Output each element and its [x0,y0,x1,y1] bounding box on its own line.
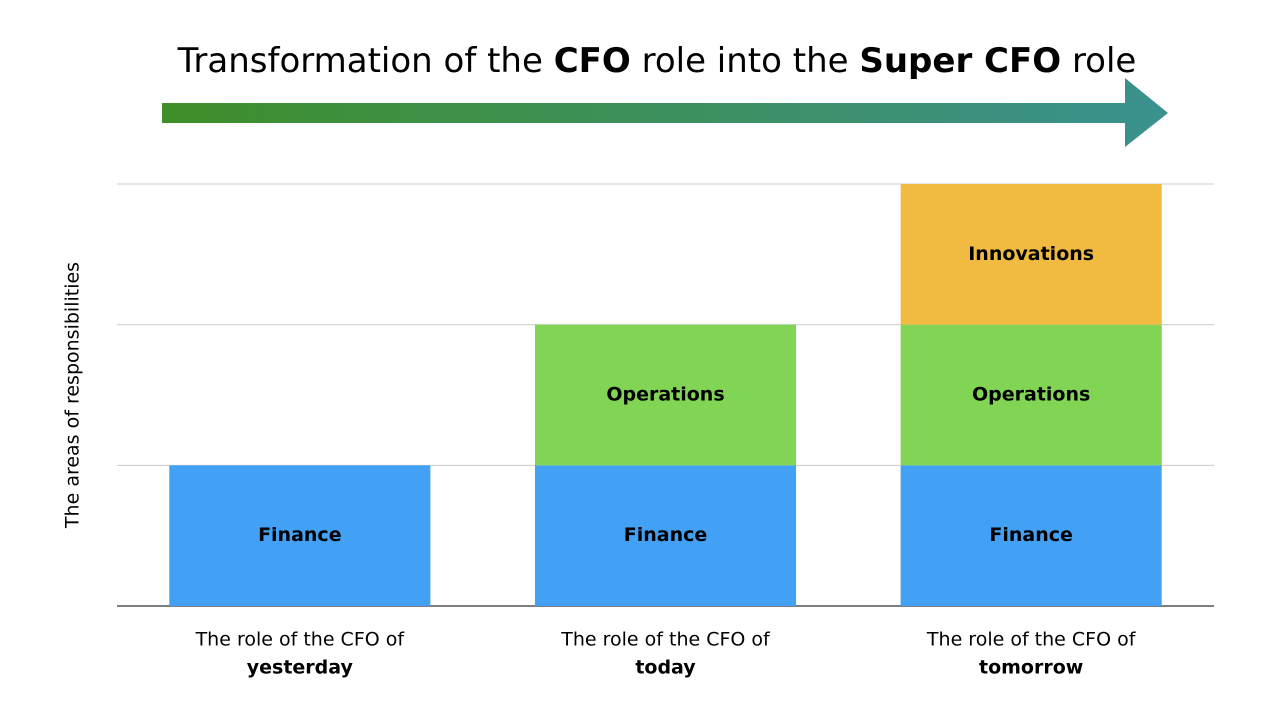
segment-label: Operations [972,384,1090,406]
x-tick-label: today [635,657,696,679]
x-tick-label: The role of the CFO of [560,629,771,651]
chart-title: Transformation of the CFO role into the … [177,41,1137,81]
progress-arrow [162,78,1168,147]
title-part: Transformation of the [177,41,554,81]
bar-segment [900,324,1162,466]
x-tick-label: tomorrow [979,657,1083,679]
bar-segment [534,465,797,606]
x-tick-label: yesterday [247,657,354,679]
x-tick-label: The role of the CFO of [926,629,1137,651]
y-axis-label: The areas of responsibilities [62,262,84,529]
segment-label: Innovations [968,243,1094,265]
title-part: CFO [554,41,631,81]
title-part: role [1061,41,1136,81]
bar-segment [169,465,431,606]
segment-label: Operations [606,384,724,406]
x-tick-label: The role of the CFO of [195,629,406,651]
segment-label: Finance [989,524,1073,546]
segment-label: Finance [258,524,342,546]
bar-segment [900,465,1162,606]
bar-segment [900,184,1162,325]
title-part: Super CFO [859,41,1061,81]
title-part: role into the [631,41,860,81]
bar-segment [534,324,797,466]
segment-label: Finance [624,524,708,546]
